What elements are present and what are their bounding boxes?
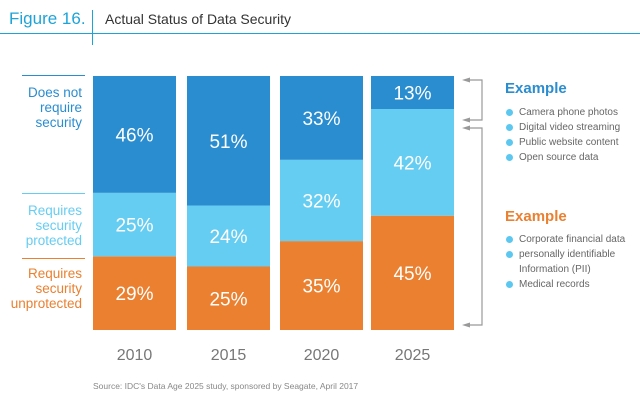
arrow-icon xyxy=(462,125,470,131)
chart-title: Actual Status of Data Security xyxy=(105,11,291,27)
bar-value-label: 25% xyxy=(115,216,153,237)
legend-line: protected xyxy=(25,233,82,248)
legend-does-not-require: Does not require security xyxy=(28,85,82,130)
bar-value-label: 25% xyxy=(209,289,247,310)
bar-segment-2020-2 xyxy=(280,76,363,160)
bar-value-label: 29% xyxy=(115,284,153,305)
legend-line: require xyxy=(39,100,82,115)
legend-line: Requires xyxy=(27,203,82,218)
bracket-sensitive xyxy=(470,127,483,326)
bar-segment-2020-1 xyxy=(280,159,363,242)
legend-unprotected: Requires security unprotected xyxy=(11,266,82,311)
figure-label: Figure 16. xyxy=(9,9,86,28)
header-rule xyxy=(0,33,640,34)
example-item: Public website content xyxy=(505,135,620,150)
arrow-icon xyxy=(462,117,470,123)
bar-segment-2025-0 xyxy=(371,215,454,330)
x-tick-label: 2025 xyxy=(395,347,431,364)
bar-value-label: 35% xyxy=(302,277,340,298)
example-item: personally identifiable Information (PII… xyxy=(505,247,635,277)
source-note: Source: IDC's Data Age 2025 study, spons… xyxy=(93,381,359,391)
example-item: Camera phone photos xyxy=(505,105,620,120)
x-tick-label: 2015 xyxy=(211,347,247,364)
bar-segment-2015-2 xyxy=(187,76,270,206)
bar-value-label: 45% xyxy=(393,264,431,285)
header-divider xyxy=(92,10,93,45)
example-item: Open source data xyxy=(505,150,620,165)
legend-line: Requires xyxy=(27,266,82,281)
bar-value-label: 33% xyxy=(302,109,340,130)
arrow-icon xyxy=(462,77,470,83)
bar-segment-2025-2 xyxy=(371,76,454,110)
legend-rule-protected xyxy=(22,193,85,194)
example-list-public: Camera phone photos Digital video stream… xyxy=(505,105,620,165)
bar-segment-2010-1 xyxy=(93,192,176,257)
example-item: Corporate financial data xyxy=(505,232,635,247)
arrow-icon xyxy=(462,322,470,328)
legend-line: Does not xyxy=(27,85,82,100)
bracket-public xyxy=(470,79,483,121)
bar-segment-2010-0 xyxy=(93,256,176,330)
bar-value-label: 32% xyxy=(302,191,340,212)
x-tick-label: 2020 xyxy=(304,347,340,364)
bar-value-label: 51% xyxy=(209,132,247,153)
legend-line: security xyxy=(35,281,82,296)
bar-segment-2025-1 xyxy=(371,109,454,216)
bar-segment-2015-1 xyxy=(187,205,270,267)
legend-protected: Requires security protected xyxy=(26,203,82,248)
legend-line: unprotected xyxy=(10,296,82,311)
example-list-sensitive: Corporate financial data personally iden… xyxy=(505,232,635,292)
bar-value-label: 13% xyxy=(393,84,431,105)
example-item: Medical records xyxy=(505,277,635,292)
legend-rule-unprotected xyxy=(22,258,85,259)
legend-line: security xyxy=(35,218,82,233)
example-title-sensitive: Example xyxy=(505,208,567,225)
bar-value-label: 46% xyxy=(115,125,153,146)
bar-segment-2020-0 xyxy=(280,241,363,330)
example-title-public: Example xyxy=(505,80,567,97)
x-tick-label: 2010 xyxy=(117,347,153,364)
legend-rule-does-not-require xyxy=(22,75,85,76)
legend-line: security xyxy=(35,115,82,130)
bar-value-label: 24% xyxy=(209,227,247,248)
example-item: Digital video streaming xyxy=(505,120,620,135)
bar-segment-2015-0 xyxy=(187,266,270,330)
bar-segment-2010-2 xyxy=(93,76,176,193)
bar-value-label: 42% xyxy=(393,153,431,174)
